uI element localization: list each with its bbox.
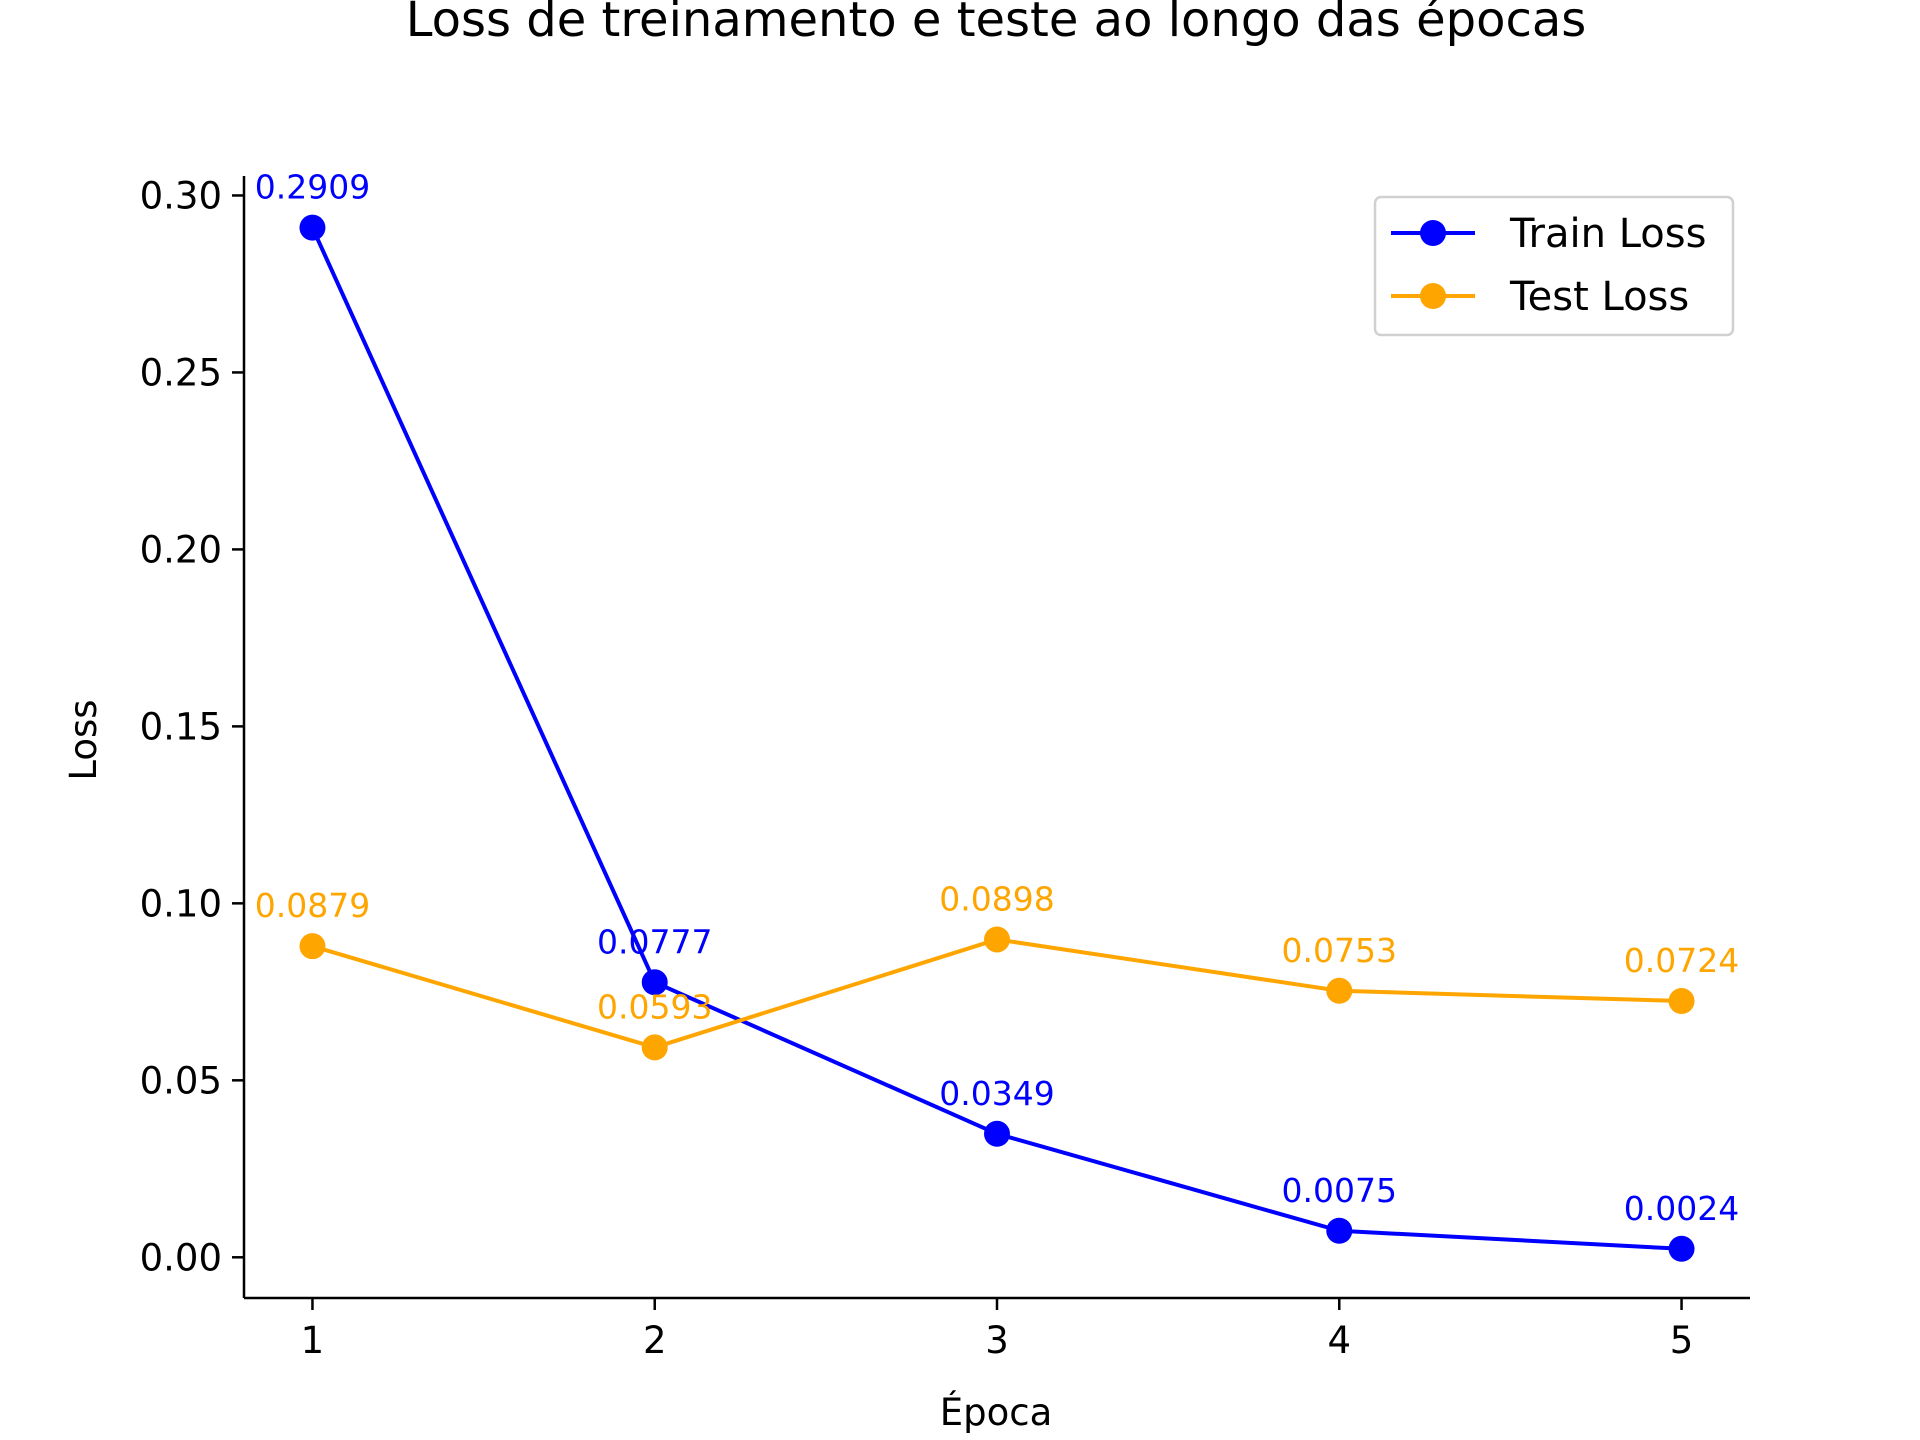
test-loss-point xyxy=(641,1034,668,1061)
train-loss-data-label: 0.0075 xyxy=(1282,1171,1397,1210)
y-tick-label: 0.10 xyxy=(140,882,222,925)
train-loss-data-label: 0.0777 xyxy=(597,922,712,961)
test-loss-point xyxy=(1326,977,1353,1004)
y-axis-title: Loss xyxy=(62,699,105,780)
y-tick-label: 0.15 xyxy=(140,705,222,748)
legend: Train Loss Test Loss xyxy=(1373,195,1735,337)
x-tick-label: 2 xyxy=(643,1319,667,1362)
test-loss-point xyxy=(1668,988,1695,1015)
test-loss-data-label: 0.0898 xyxy=(939,879,1054,918)
test-loss-data-label: 0.0593 xyxy=(597,987,712,1026)
x-tick-label: 1 xyxy=(301,1319,325,1362)
test-loss-data-label: 0.0879 xyxy=(255,886,370,925)
test-loss-point xyxy=(299,933,326,960)
test-loss-legend-marker xyxy=(1420,283,1446,309)
train-loss-point xyxy=(1668,1235,1695,1262)
y-tick-label: 0.05 xyxy=(140,1059,222,1102)
train-loss-data-label: 0.2909 xyxy=(255,168,370,207)
test-loss-legend-label: Test Loss xyxy=(1509,274,1689,320)
train-loss-point xyxy=(299,214,326,241)
train-loss-data-label: 0.0024 xyxy=(1624,1189,1739,1228)
train-loss-data-label: 0.0349 xyxy=(939,1074,1054,1113)
plot-area: 0.2909 0.0777 0.0349 0.0075 0.0024 0.0879 0.05… xyxy=(255,168,1739,1262)
x-tick-label: 3 xyxy=(985,1319,1009,1362)
x-axis-title: Época xyxy=(940,1390,1053,1434)
train-loss-point xyxy=(984,1120,1010,1147)
train-loss-point xyxy=(1326,1217,1353,1244)
y-tick-label: 0.25 xyxy=(140,351,222,394)
x-tick-label: 5 xyxy=(1670,1319,1694,1362)
train-loss-point xyxy=(641,969,668,996)
train-loss-legend-marker xyxy=(1420,220,1446,246)
y-tick-label: 0.00 xyxy=(140,1236,222,1279)
x-tick-label: 4 xyxy=(1327,1319,1351,1362)
y-tick-label: 0.20 xyxy=(140,528,222,571)
test-loss-line xyxy=(311,937,1682,1050)
train-loss-legend-label: Train Loss xyxy=(1509,211,1706,257)
test-loss-data-label: 0.0724 xyxy=(1624,941,1739,980)
chart-title: Loss de treinamento e teste ao longo das… xyxy=(406,0,1587,48)
test-loss-data-label: 0.0753 xyxy=(1282,931,1397,970)
y-tick-label: 0.30 xyxy=(140,174,222,217)
test-loss-point xyxy=(984,926,1010,953)
